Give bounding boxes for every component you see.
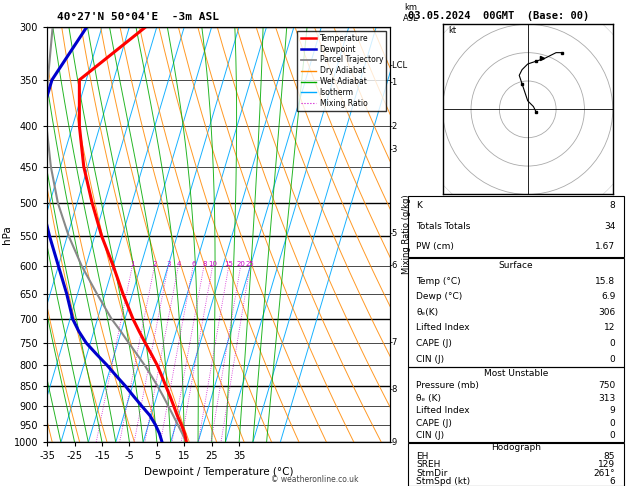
Y-axis label: hPa: hPa <box>3 225 12 244</box>
Text: 0: 0 <box>610 355 615 364</box>
Legend: Temperature, Dewpoint, Parcel Trajectory, Dry Adiabat, Wet Adiabat, Isotherm, Mi: Temperature, Dewpoint, Parcel Trajectory… <box>298 31 386 111</box>
Text: 306: 306 <box>598 308 615 317</box>
Text: -1: -1 <box>390 78 398 87</box>
Text: Dewp (°C): Dewp (°C) <box>416 292 462 301</box>
Text: Temp (°C): Temp (°C) <box>416 277 461 285</box>
Text: Totals Totals: Totals Totals <box>416 222 470 231</box>
Text: 0: 0 <box>610 419 615 428</box>
Text: Mixing Ratio (g/kg): Mixing Ratio (g/kg) <box>402 195 411 274</box>
Text: K: K <box>416 202 422 210</box>
Text: PW (cm): PW (cm) <box>416 242 454 251</box>
Text: Pressure (mb): Pressure (mb) <box>416 381 479 390</box>
Text: 261°: 261° <box>594 469 615 478</box>
Text: 15.8: 15.8 <box>595 277 615 285</box>
Text: Lifted Index: Lifted Index <box>416 323 470 332</box>
Text: CAPE (J): CAPE (J) <box>416 339 452 348</box>
Text: CIN (J): CIN (J) <box>416 432 444 440</box>
Text: Surface: Surface <box>498 261 533 270</box>
Text: Lifted Index: Lifted Index <box>416 406 470 416</box>
Text: 0: 0 <box>610 339 615 348</box>
Text: -3: -3 <box>390 145 398 155</box>
Text: -6: -6 <box>390 261 398 270</box>
Text: 1: 1 <box>130 261 135 267</box>
Text: 4: 4 <box>177 261 181 267</box>
Text: -5: -5 <box>390 228 398 238</box>
Text: CAPE (J): CAPE (J) <box>416 419 452 428</box>
Text: 6: 6 <box>191 261 196 267</box>
Text: 3: 3 <box>166 261 171 267</box>
Text: 40°27'N 50°04'E  -3m ASL: 40°27'N 50°04'E -3m ASL <box>57 12 219 22</box>
Text: StmDir: StmDir <box>416 469 448 478</box>
Text: 03.05.2024  00GMT  (Base: 00): 03.05.2024 00GMT (Base: 00) <box>408 11 589 21</box>
Text: km
ASL: km ASL <box>403 3 418 22</box>
Text: 8: 8 <box>202 261 206 267</box>
Text: 12: 12 <box>604 323 615 332</box>
Text: 25: 25 <box>246 261 255 267</box>
Text: -7: -7 <box>390 338 398 347</box>
Text: 34: 34 <box>604 222 615 231</box>
Text: SREH: SREH <box>416 460 441 469</box>
Text: 129: 129 <box>598 460 615 469</box>
Text: © weatheronline.co.uk: © weatheronline.co.uk <box>270 474 359 484</box>
Text: 15: 15 <box>225 261 233 267</box>
Text: 750: 750 <box>598 381 615 390</box>
X-axis label: Dewpoint / Temperature (°C): Dewpoint / Temperature (°C) <box>144 467 293 477</box>
Text: 9: 9 <box>610 406 615 416</box>
Text: EH: EH <box>416 451 428 461</box>
Text: 20: 20 <box>237 261 245 267</box>
Text: 313: 313 <box>598 394 615 403</box>
Text: 2: 2 <box>153 261 157 267</box>
Text: Hodograph: Hodograph <box>491 443 541 452</box>
Text: -LCL: -LCL <box>390 61 408 70</box>
Text: kt: kt <box>448 26 457 35</box>
Text: 6: 6 <box>610 477 615 486</box>
Text: Most Unstable: Most Unstable <box>484 369 548 378</box>
Text: 10: 10 <box>208 261 218 267</box>
Text: StmSpd (kt): StmSpd (kt) <box>416 477 470 486</box>
Text: -9: -9 <box>390 438 398 447</box>
Text: -8: -8 <box>390 384 398 394</box>
Text: -2: -2 <box>390 122 398 131</box>
Text: 0: 0 <box>610 432 615 440</box>
Text: 6.9: 6.9 <box>601 292 615 301</box>
Text: 85: 85 <box>604 451 615 461</box>
Text: CIN (J): CIN (J) <box>416 355 444 364</box>
Text: θₑ (K): θₑ (K) <box>416 394 442 403</box>
Text: θₑ(K): θₑ(K) <box>416 308 438 317</box>
Text: 1.67: 1.67 <box>595 242 615 251</box>
Text: 8: 8 <box>610 202 615 210</box>
